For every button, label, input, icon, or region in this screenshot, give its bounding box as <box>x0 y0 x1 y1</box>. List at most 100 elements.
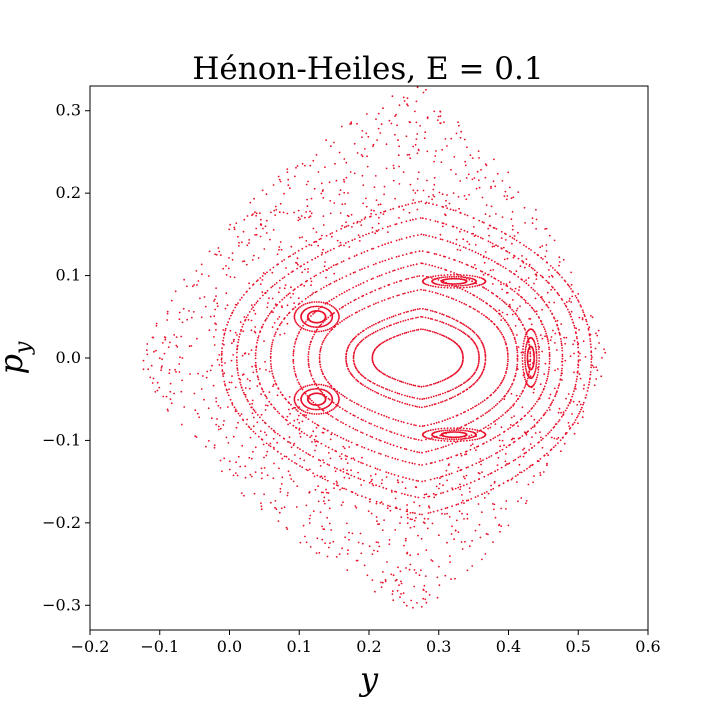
chaotic-point <box>531 362 534 364</box>
orbit-point <box>523 387 526 389</box>
orbit-point <box>244 396 247 398</box>
orbit-point <box>317 405 320 408</box>
chaotic-point <box>343 178 345 181</box>
orbit-point <box>508 324 510 327</box>
chaotic-point <box>361 456 363 459</box>
orbit-point <box>409 330 412 333</box>
chaotic-point <box>400 593 402 595</box>
orbit-point <box>550 448 553 451</box>
orbit-point <box>340 421 342 423</box>
orbit-point <box>358 310 361 312</box>
orbit-point <box>529 352 532 355</box>
orbit-point <box>516 473 519 476</box>
orbit-point <box>428 404 431 407</box>
chaotic-point <box>478 523 481 526</box>
island-point <box>535 361 538 364</box>
island-point <box>337 395 340 397</box>
chaotic-point <box>168 372 171 375</box>
chaotic-point <box>326 555 329 558</box>
chaotic-point <box>520 351 523 354</box>
orbit-point <box>515 345 518 348</box>
orbit-point <box>514 374 517 377</box>
orbit-point <box>273 283 276 286</box>
orbit-point <box>379 328 381 331</box>
chaotic-point <box>463 195 466 197</box>
orbit-point <box>422 328 424 331</box>
island-point <box>314 388 316 390</box>
orbit-point <box>422 307 424 310</box>
chaotic-point <box>461 494 463 496</box>
orbit-point <box>319 272 322 274</box>
chaotic-point <box>529 443 532 445</box>
chaotic-point <box>343 244 345 247</box>
orbit-point <box>440 267 443 270</box>
island-point <box>312 326 315 328</box>
orbit-point <box>221 347 224 350</box>
chaotic-point <box>249 379 251 382</box>
chaotic-point <box>241 354 244 357</box>
orbit-point <box>353 376 356 379</box>
orbit-point <box>528 265 531 267</box>
chaotic-point <box>215 423 218 426</box>
orbit-point <box>264 394 266 396</box>
chaotic-point <box>541 308 543 311</box>
orbit-point <box>574 385 577 388</box>
orbit-point <box>413 396 415 399</box>
chaotic-point <box>156 381 159 384</box>
orbit-point <box>363 446 366 449</box>
orbit-point <box>280 321 283 323</box>
island-point <box>295 309 298 312</box>
orbit-point <box>371 248 373 250</box>
chaotic-point <box>558 331 561 334</box>
chaotic-point <box>217 425 220 428</box>
orbit-point <box>411 317 414 320</box>
chaotic-point <box>396 479 399 482</box>
orbit-point <box>546 409 548 412</box>
chaotic-point <box>556 438 558 440</box>
island-point <box>446 286 449 289</box>
chaotic-point <box>514 287 517 290</box>
orbit-point <box>497 245 499 248</box>
orbit-point <box>439 312 441 315</box>
island-point <box>522 342 525 345</box>
orbit-point <box>466 231 469 233</box>
orbit-point <box>558 383 561 385</box>
orbit-point <box>411 276 413 279</box>
orbit-point <box>372 331 375 334</box>
orbit-point <box>431 437 433 439</box>
chaotic-point <box>233 338 235 341</box>
chaotic-point <box>360 224 363 227</box>
orbit-point <box>473 382 476 385</box>
chaotic-point <box>308 522 311 524</box>
orbit-point <box>311 293 313 296</box>
orbit-point <box>586 390 589 392</box>
orbit-point <box>290 460 293 462</box>
chaotic-point <box>474 529 477 532</box>
chaotic-point <box>397 566 399 569</box>
orbit-point <box>244 319 246 322</box>
orbit-point <box>522 389 524 392</box>
chaotic-point <box>569 355 572 358</box>
chaotic-point <box>523 447 526 450</box>
orbit-point <box>269 445 272 448</box>
orbit-point <box>348 257 350 260</box>
island-point <box>467 277 470 279</box>
orbit-point <box>402 292 404 295</box>
orbit-point <box>481 400 484 403</box>
chaotic-point <box>513 415 515 417</box>
island-point <box>471 428 474 431</box>
orbit-point <box>503 337 505 339</box>
chaotic-point <box>472 232 474 235</box>
orbit-point <box>493 261 496 263</box>
orbit-point <box>577 350 580 353</box>
chaotic-point <box>504 395 506 397</box>
island-point <box>446 427 449 430</box>
orbit-point <box>388 416 390 419</box>
orbit-point <box>437 381 440 384</box>
chaotic-point <box>312 510 315 512</box>
island-point <box>444 284 447 287</box>
orbit-point <box>393 399 396 401</box>
island-point <box>454 431 457 433</box>
chaotic-point <box>538 397 541 400</box>
orbit-point <box>425 463 428 465</box>
